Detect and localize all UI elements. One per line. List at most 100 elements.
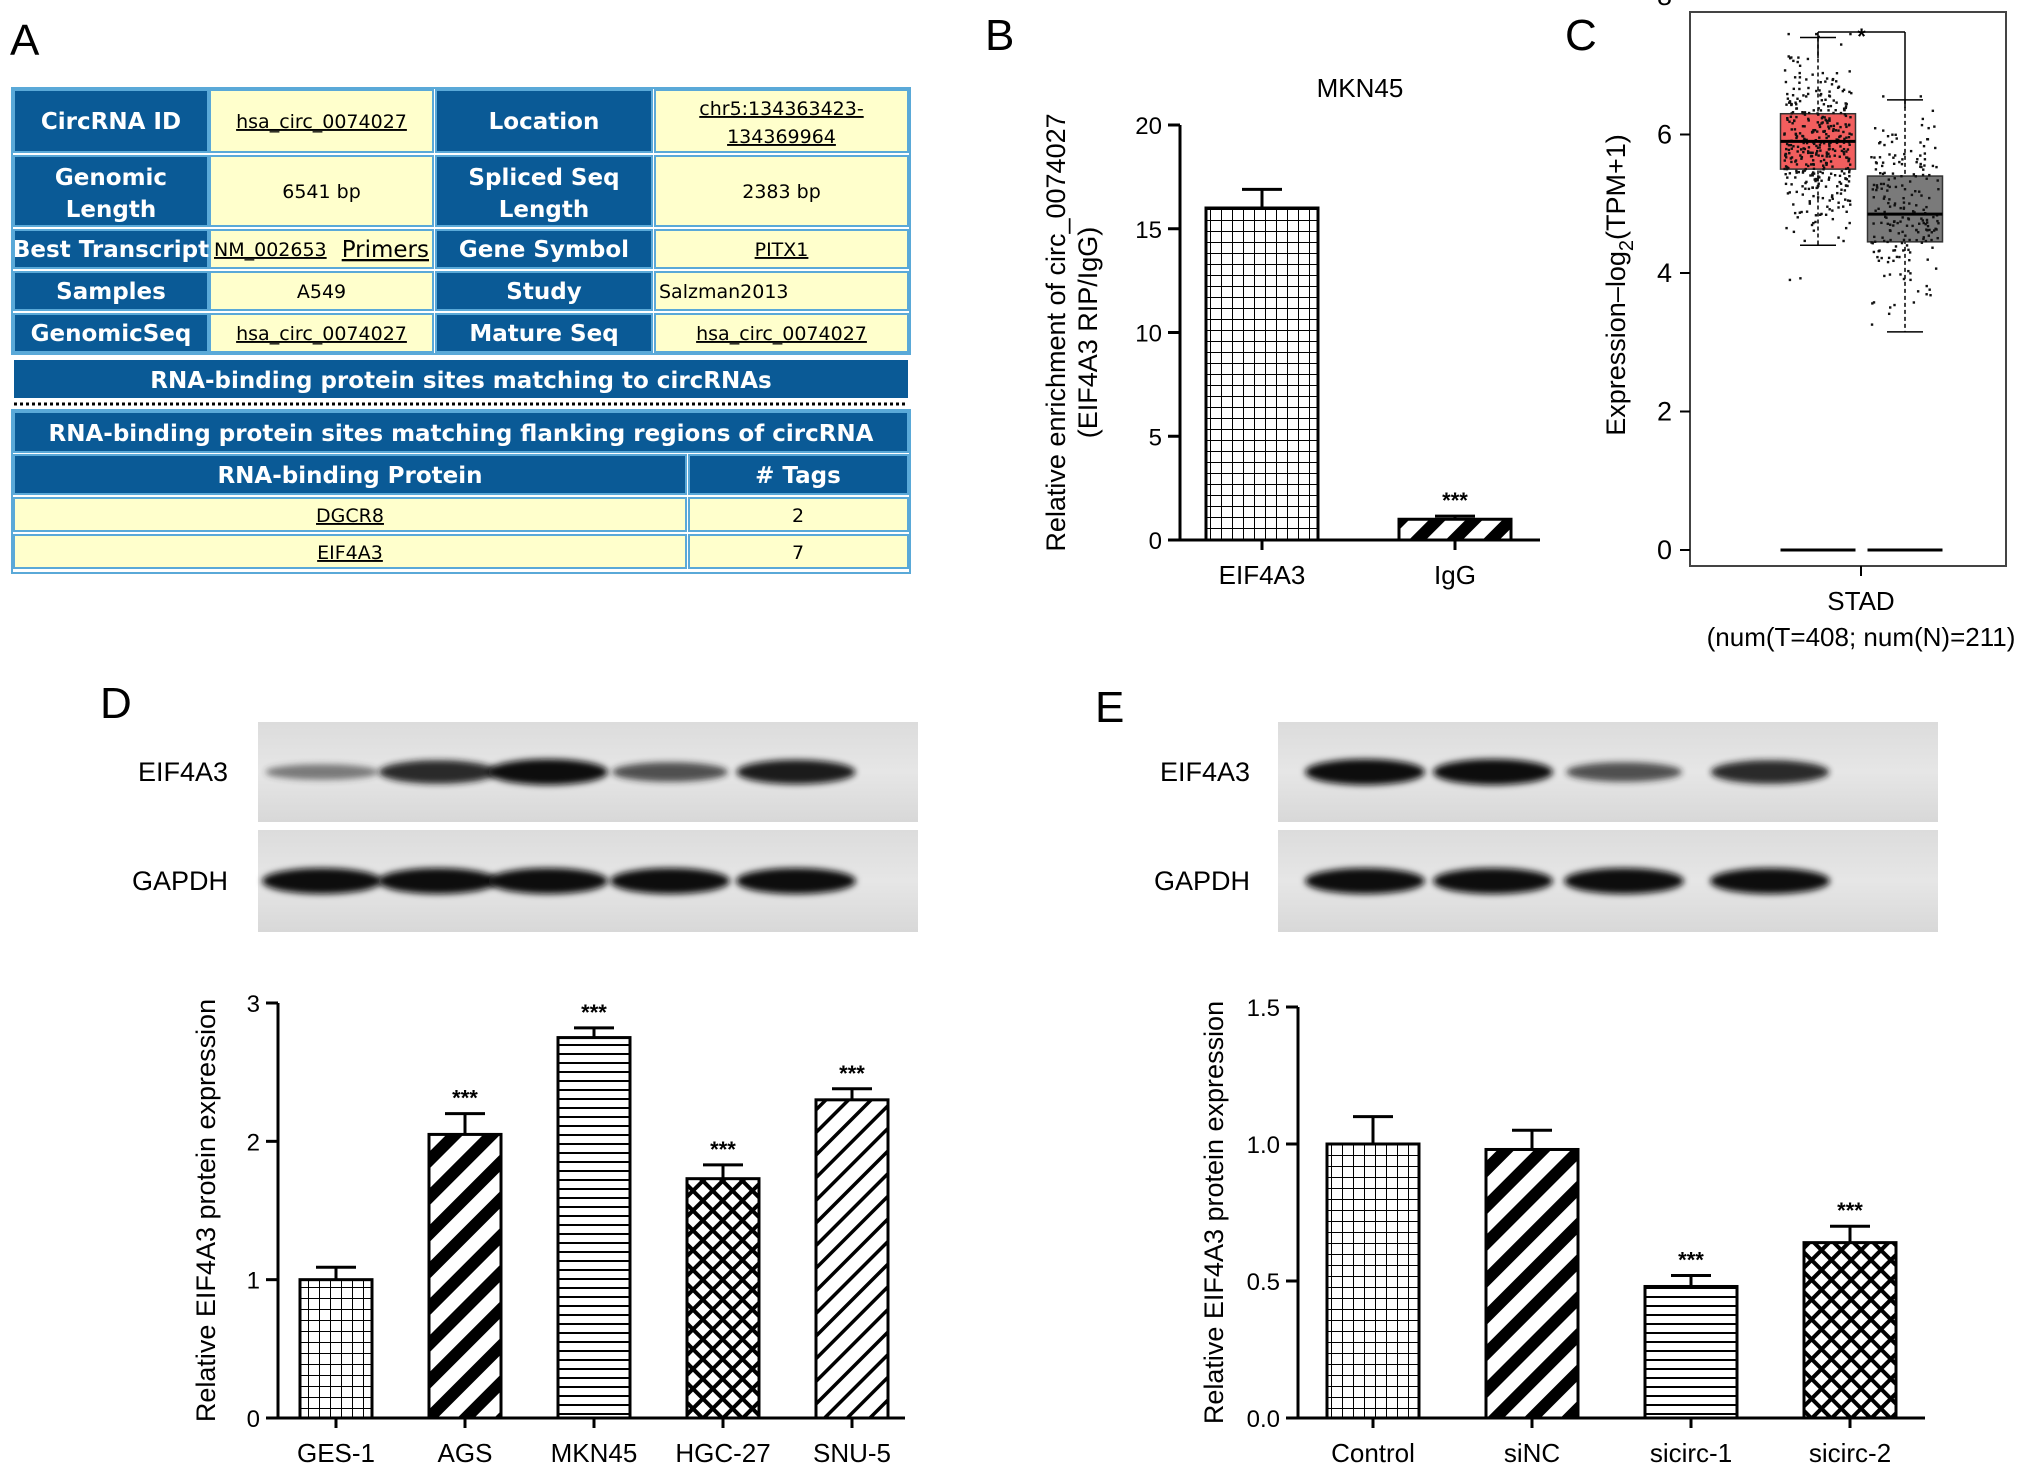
data-point [1833, 154, 1836, 157]
data-point [1837, 236, 1840, 239]
data-point [1872, 250, 1876, 254]
data-point [1849, 203, 1852, 206]
blot-band [488, 759, 608, 785]
data-point [1936, 179, 1939, 182]
data-point [1800, 210, 1803, 214]
data-point [1805, 95, 1808, 98]
data-point [1795, 107, 1798, 110]
data-point [1844, 226, 1848, 230]
data-point [1819, 92, 1823, 96]
data-point [1809, 151, 1812, 154]
data-point [1848, 143, 1851, 146]
data-point [1814, 179, 1817, 183]
data-point [1812, 194, 1815, 198]
data-point [1889, 229, 1892, 233]
data-point [1837, 206, 1840, 209]
table-header-cell [13, 155, 209, 227]
data-point [1902, 249, 1905, 252]
data-point [1903, 152, 1906, 156]
blot-band [488, 868, 608, 894]
data-point [1828, 119, 1831, 122]
data-point [1872, 301, 1876, 304]
y-tick-label: 5 [1149, 424, 1162, 451]
data-point [1882, 197, 1886, 200]
data-point [1787, 144, 1791, 147]
table-value: 2383 bp [742, 181, 821, 203]
data-point [1845, 150, 1848, 153]
panel-letter-c: C [1565, 11, 1597, 60]
data-point [1802, 150, 1805, 154]
data-point [1796, 216, 1799, 219]
bar-eif4a3 [1204, 206, 1320, 542]
data-point [1825, 132, 1828, 136]
data-point [1880, 187, 1883, 190]
table-header-label: Length [66, 197, 156, 223]
data-point [1846, 184, 1849, 188]
data-point [1828, 199, 1831, 202]
y-tick-label: 0 [1149, 528, 1162, 555]
data-point [1795, 136, 1798, 140]
data-point [1907, 218, 1911, 221]
data-point [1833, 149, 1837, 153]
data-point [1886, 189, 1889, 192]
data-point [1783, 133, 1786, 136]
data-point [1881, 236, 1884, 239]
data-point [1932, 215, 1935, 219]
data-point [1845, 167, 1848, 171]
rbp-protein-link: EIF4A3 [317, 542, 383, 564]
rbp-protein-cell [13, 497, 687, 532]
data-point [1797, 170, 1801, 174]
data-point [1821, 164, 1825, 167]
data-point [1889, 306, 1892, 309]
data-point [1905, 224, 1909, 227]
data-point [1831, 165, 1834, 168]
data-point [1846, 166, 1850, 170]
data-point [1801, 135, 1805, 138]
x-tick-label: siNC [1504, 1438, 1560, 1468]
data-point [1814, 214, 1818, 217]
circrna-info-table: CircRNA ID Location hsa_circ_0074027 chr5:1… [11, 87, 911, 574]
data-point [1874, 209, 1877, 212]
data-point [1811, 159, 1815, 162]
data-point [1821, 71, 1825, 75]
data-point [1802, 147, 1805, 150]
data-point [1845, 210, 1848, 213]
data-point [1891, 172, 1895, 175]
data-point [1799, 154, 1802, 157]
data-point [1921, 117, 1925, 121]
table-header-cell [435, 89, 653, 153]
rbp-protein-cell [13, 534, 687, 569]
data-point [1825, 163, 1828, 166]
data-point [1836, 122, 1839, 125]
data-point [1794, 159, 1798, 162]
data-point [1849, 116, 1852, 119]
data-point [1911, 210, 1915, 213]
data-point [1820, 179, 1823, 182]
bar-snu-5 [814, 1098, 890, 1420]
data-point [1897, 232, 1900, 235]
data-point [1829, 172, 1833, 175]
rbp-flank-banner [13, 411, 909, 453]
data-point [1873, 235, 1876, 239]
data-point [1893, 204, 1896, 207]
table-header-cell [435, 155, 653, 227]
data-point [1878, 156, 1882, 159]
data-point [1842, 150, 1845, 154]
blot-label: GAPDH [1154, 866, 1250, 896]
panel-letter-e: E [1095, 683, 1124, 732]
data-point [1925, 284, 1928, 288]
data-point [1828, 144, 1831, 148]
rbp-flank-title: RNA-binding protein sites matching flank… [49, 421, 874, 447]
data-point [1908, 258, 1911, 262]
data-point [1928, 173, 1931, 177]
data-point [1873, 240, 1877, 243]
data-point [1809, 174, 1812, 177]
data-point [1848, 70, 1851, 73]
data-point [1815, 149, 1819, 153]
data-point [1828, 90, 1831, 93]
data-point [1783, 159, 1786, 162]
table-value-cell [209, 271, 434, 311]
data-point [1920, 241, 1924, 244]
data-point [1930, 238, 1933, 242]
data-point [1843, 189, 1847, 192]
